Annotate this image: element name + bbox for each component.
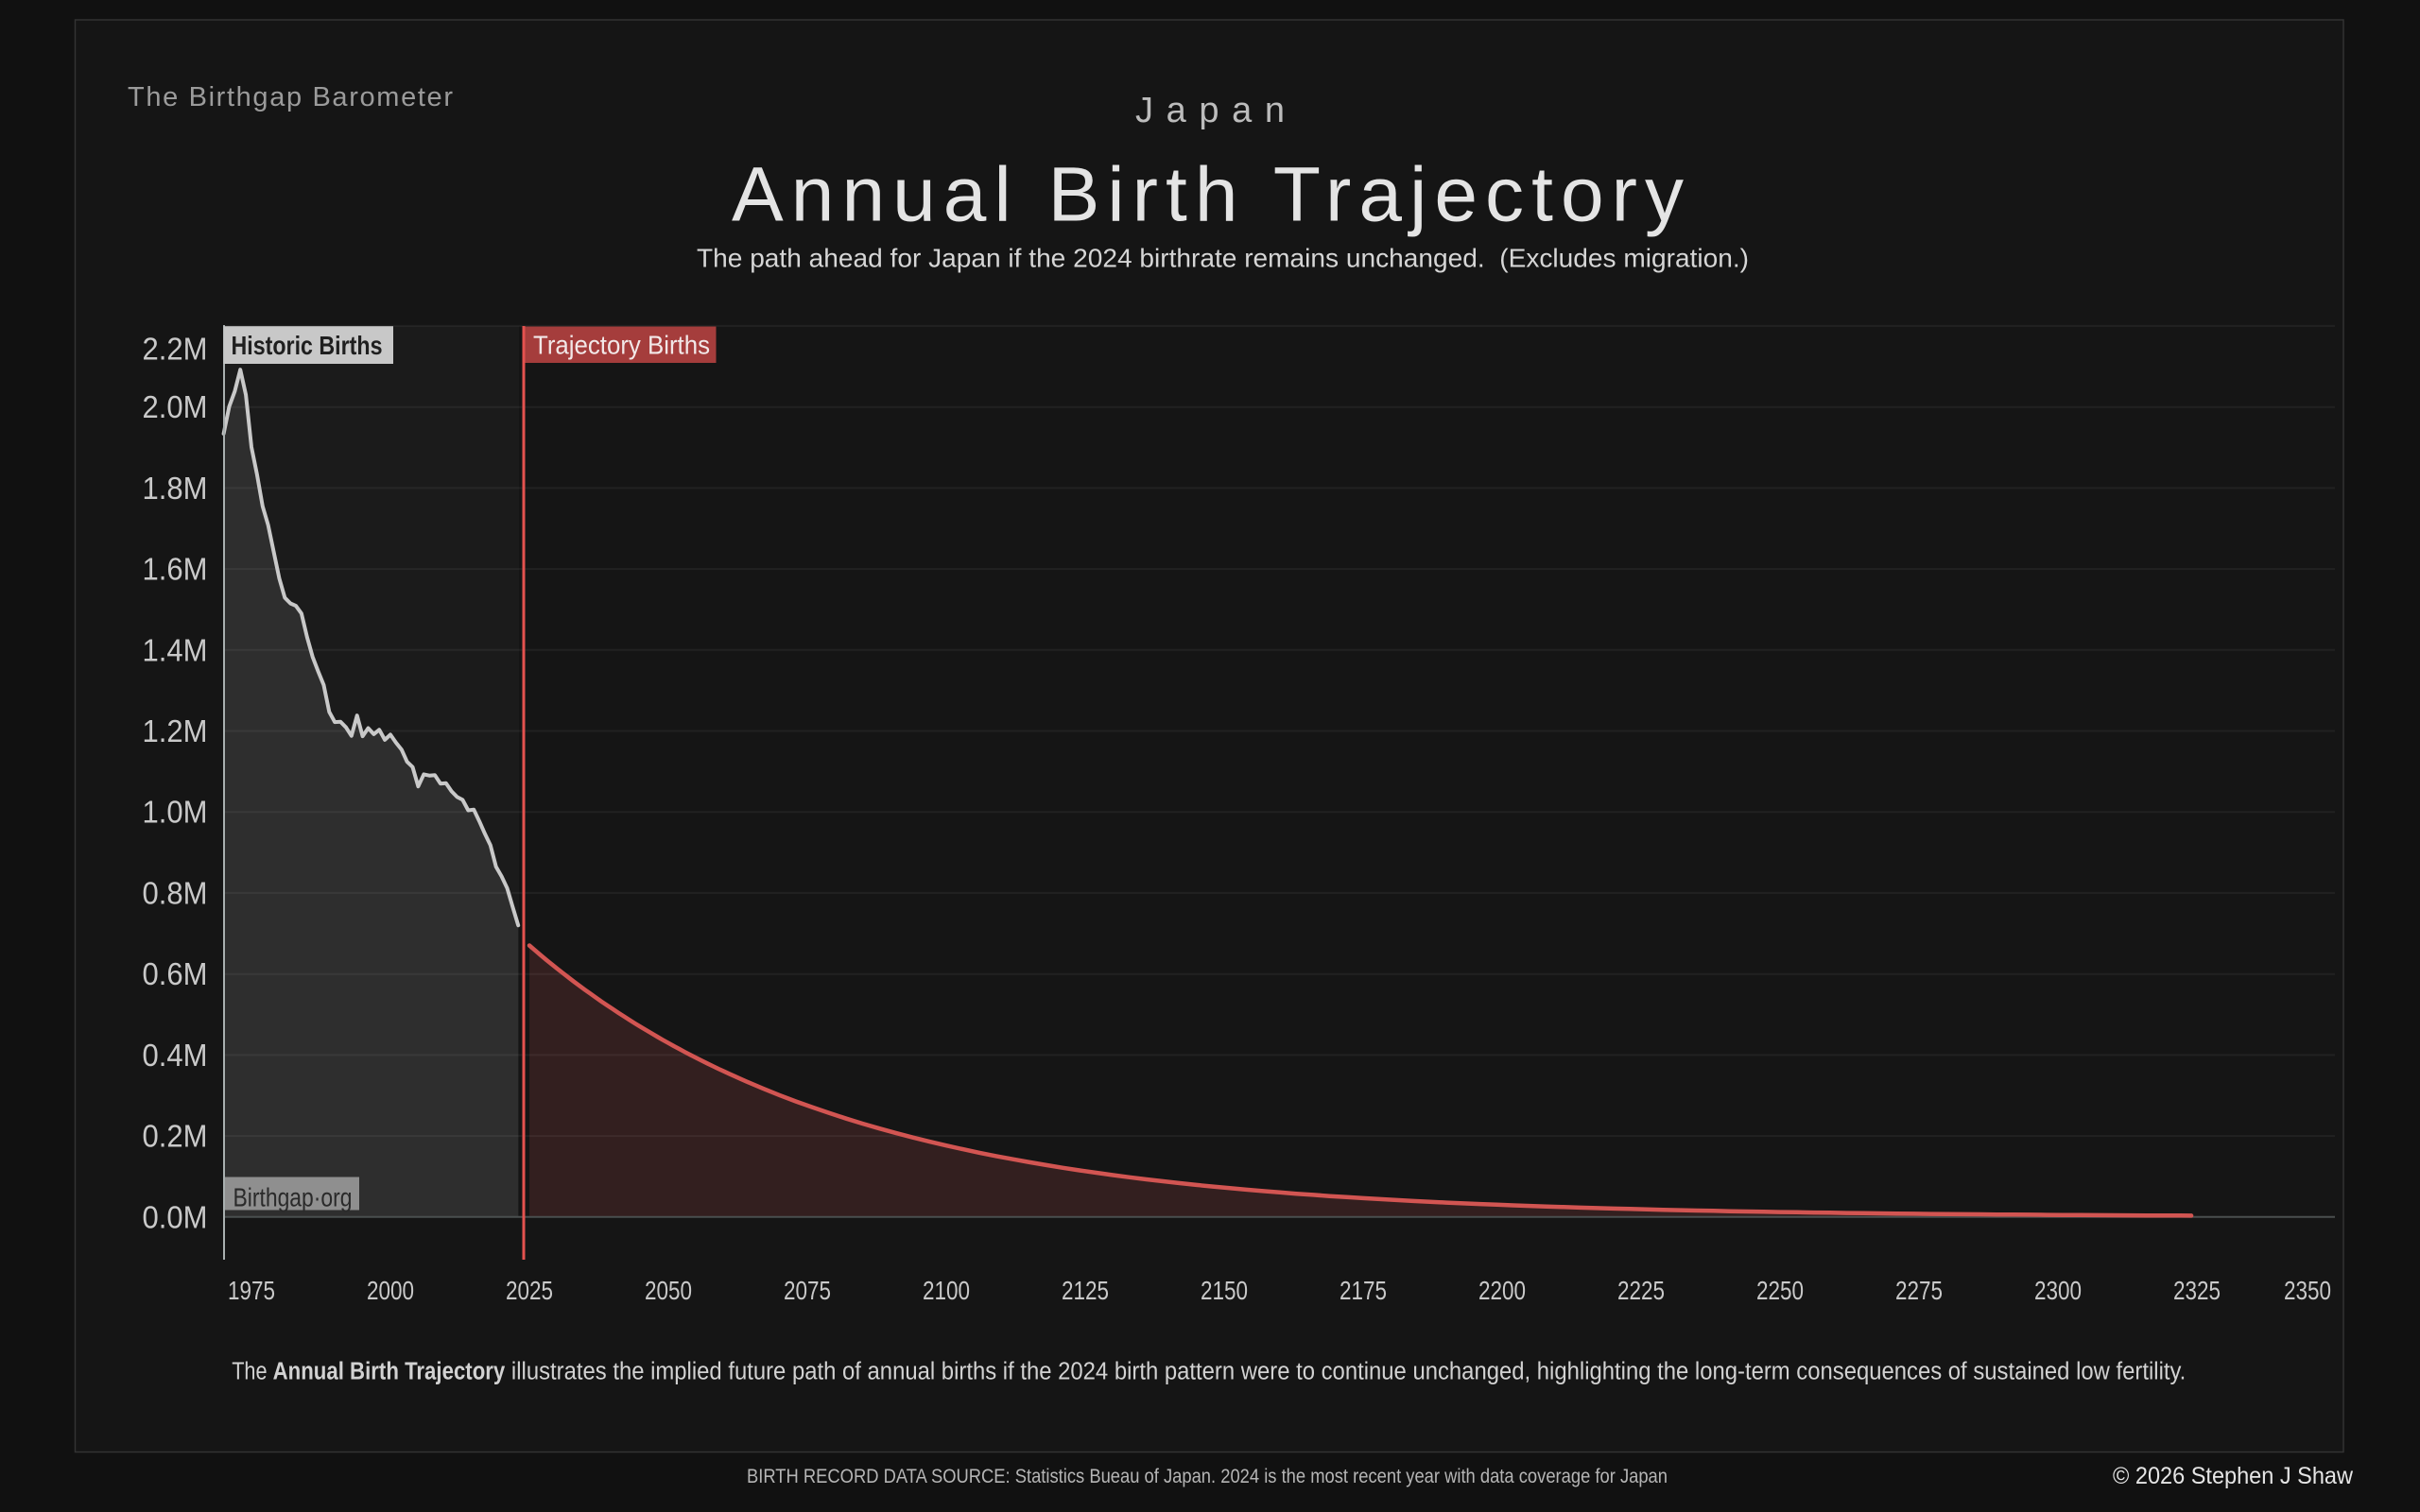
svg-text:The Birthgap Barometer: The Birthgap Barometer	[128, 82, 453, 112]
svg-text:© 2026 Stephen J Shaw: © 2026 Stephen J Shaw	[2113, 1463, 2354, 1489]
svg-text:The Annual Birth Trajectory il: The Annual Birth Trajectory illustrates …	[232, 1358, 2186, 1384]
svg-text:2075: 2075	[784, 1276, 831, 1305]
svg-text:Trajectory Births: Trajectory Births	[533, 331, 710, 360]
svg-text:2.2M: 2.2M	[143, 332, 208, 367]
svg-text:1.4M: 1.4M	[143, 632, 208, 667]
svg-text:2350: 2350	[2284, 1276, 2331, 1305]
svg-text:0.6M: 0.6M	[143, 956, 208, 991]
svg-text:1.8M: 1.8M	[143, 471, 208, 506]
svg-text:2025: 2025	[506, 1276, 553, 1305]
svg-text:2.0M: 2.0M	[143, 389, 208, 424]
svg-text:2175: 2175	[1340, 1276, 1387, 1305]
svg-text:2050: 2050	[645, 1276, 692, 1305]
svg-text:1975: 1975	[228, 1276, 275, 1305]
svg-text:2100: 2100	[923, 1276, 970, 1305]
svg-text:0.2M: 0.2M	[143, 1119, 208, 1154]
svg-text:Annual Birth Trajectory: Annual Birth Trajectory	[732, 152, 1684, 238]
svg-text:2225: 2225	[1617, 1276, 1665, 1305]
svg-text:0.0M: 0.0M	[143, 1199, 208, 1234]
svg-text:2300: 2300	[2034, 1276, 2082, 1305]
svg-text:2200: 2200	[1478, 1276, 1526, 1305]
svg-text:Historic Births: Historic Births	[232, 331, 383, 360]
svg-text:0.8M: 0.8M	[143, 875, 208, 910]
svg-text:2000: 2000	[367, 1276, 414, 1305]
svg-text:2150: 2150	[1201, 1276, 1248, 1305]
svg-text:The path ahead for Japan if th: The path ahead for Japan if the 2024 bir…	[697, 244, 1749, 273]
svg-text:2275: 2275	[1895, 1276, 1943, 1305]
svg-text:2125: 2125	[1062, 1276, 1109, 1305]
svg-text:2325: 2325	[2173, 1276, 2221, 1305]
svg-text:BIRTH RECORD DATA SOURCE: Stat: BIRTH RECORD DATA SOURCE: Statistics Bue…	[747, 1465, 1668, 1487]
svg-text:Birthgap·org: Birthgap·org	[233, 1182, 353, 1211]
svg-text:1.2M: 1.2M	[143, 713, 208, 748]
svg-text:1.0M: 1.0M	[143, 795, 208, 830]
svg-text:1.6M: 1.6M	[143, 552, 208, 587]
svg-text:0.4M: 0.4M	[143, 1038, 208, 1073]
svg-text:2250: 2250	[1756, 1276, 1804, 1305]
